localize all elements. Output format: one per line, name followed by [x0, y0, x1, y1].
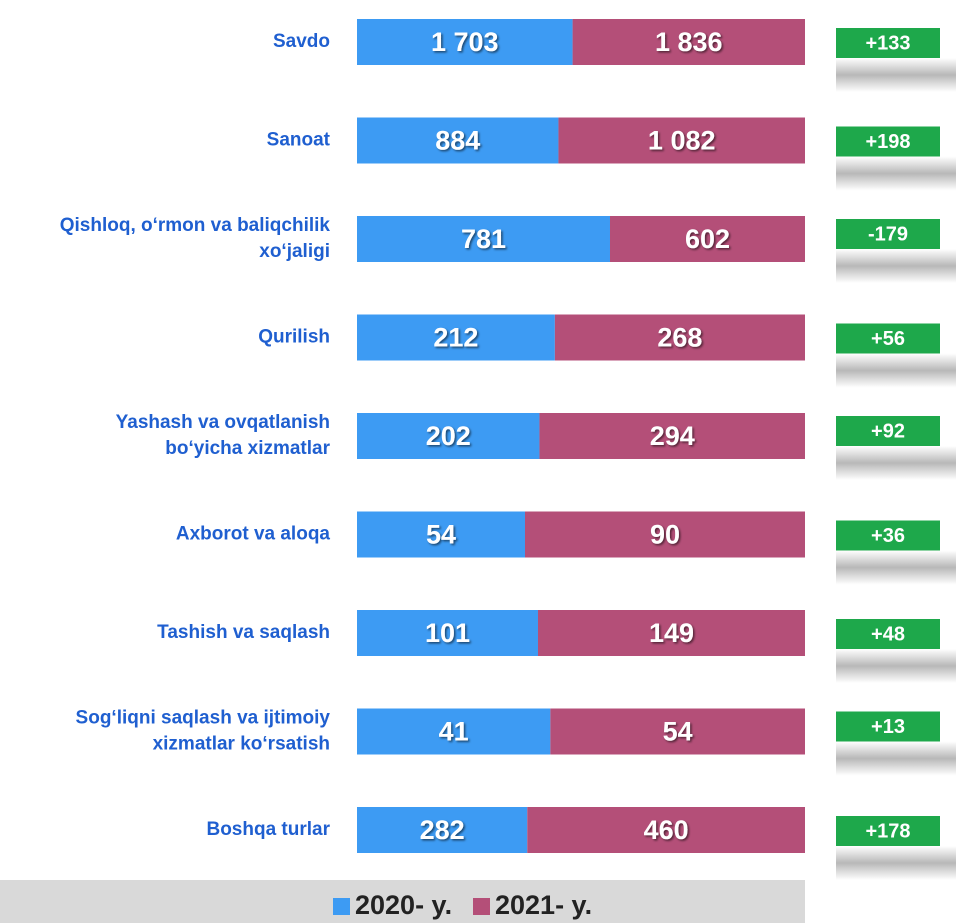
category-label: xo‘jaligi — [259, 241, 330, 262]
bar-segment — [357, 314, 555, 361]
bar-segment — [357, 413, 540, 459]
change-box — [836, 711, 940, 742]
category-label: Sanoat — [267, 130, 331, 151]
legend-label: 2021- y. — [495, 890, 592, 920]
change-shadow — [836, 58, 956, 92]
value-label: 282 — [420, 815, 465, 845]
value-label: 1 082 — [648, 126, 716, 156]
category-label: Yashash va ovqatlanish — [116, 412, 330, 433]
value-label: 460 — [644, 815, 689, 845]
change-shadow — [836, 550, 956, 585]
bar-segment — [357, 117, 559, 164]
bar-segment — [357, 708, 551, 755]
value-label: 294 — [650, 421, 695, 451]
bar-segment — [554, 314, 805, 361]
bar-segment — [357, 610, 538, 656]
bar-segment — [572, 19, 805, 65]
change-shadow — [836, 353, 956, 388]
bar-segment — [525, 511, 805, 558]
change-box — [836, 323, 940, 354]
change-shadow — [836, 446, 956, 480]
legend-bg — [0, 880, 805, 923]
value-label: 268 — [657, 323, 702, 353]
value-label: 149 — [649, 618, 694, 648]
value-label: 884 — [435, 126, 480, 156]
change-box — [836, 416, 940, 446]
change-box — [836, 126, 940, 157]
change-label: +13 — [871, 716, 905, 738]
change-label: +56 — [871, 328, 905, 350]
change-label: +133 — [865, 32, 910, 54]
bar-segment — [527, 807, 805, 853]
bar-segment — [357, 216, 610, 262]
category-label: Sog‘liqni saqlash va ijtimoiy — [76, 708, 331, 729]
change-box — [836, 219, 940, 249]
change-label: +92 — [871, 420, 905, 442]
bar-segment — [558, 117, 805, 164]
change-label: +36 — [871, 525, 905, 547]
change-shadow — [836, 741, 956, 776]
bar-segment — [550, 708, 805, 755]
value-label: 1 836 — [655, 27, 723, 57]
change-box — [836, 619, 940, 649]
category-label: Qishloq, o‘rmon va baliqchilik — [60, 215, 331, 236]
change-shadow — [836, 249, 956, 283]
bar-segment — [539, 413, 805, 459]
category-label: Tashish va saqlash — [157, 622, 330, 643]
legend-label: 2020- y. — [355, 890, 452, 920]
change-box — [836, 28, 940, 58]
bar-segment — [357, 511, 525, 558]
bar-segment — [537, 610, 805, 656]
category-label: xizmatlar ko‘rsatish — [153, 734, 330, 755]
value-label: 41 — [439, 717, 469, 747]
legend-swatch — [333, 898, 350, 915]
change-shadow — [836, 156, 956, 191]
change-label: +48 — [871, 623, 905, 645]
category-label: Boshqa turlar — [206, 819, 330, 840]
value-label: 602 — [685, 224, 730, 254]
value-label: 1 703 — [431, 27, 499, 57]
bar-segment — [609, 216, 805, 262]
change-label: +178 — [865, 820, 910, 842]
change-box — [836, 520, 940, 551]
change-shadow — [836, 649, 956, 683]
bar-segment — [357, 19, 573, 65]
legend-swatch — [473, 898, 490, 915]
change-label: -179 — [868, 223, 908, 245]
category-label: bo‘yicha xizmatlar — [165, 438, 330, 459]
value-label: 202 — [426, 421, 471, 451]
category-label: Qurilish — [258, 327, 330, 348]
change-label: +198 — [865, 131, 910, 153]
value-label: 212 — [433, 323, 478, 353]
category-label: Axborot va aloqa — [176, 524, 331, 545]
category-label: Savdo — [273, 31, 330, 52]
value-label: 781 — [461, 224, 506, 254]
value-label: 90 — [650, 520, 680, 550]
value-label: 54 — [663, 717, 693, 747]
change-box — [836, 816, 940, 846]
value-label: 54 — [426, 520, 456, 550]
bar-segment — [357, 807, 528, 853]
value-label: 101 — [425, 618, 470, 648]
change-shadow — [836, 846, 956, 880]
